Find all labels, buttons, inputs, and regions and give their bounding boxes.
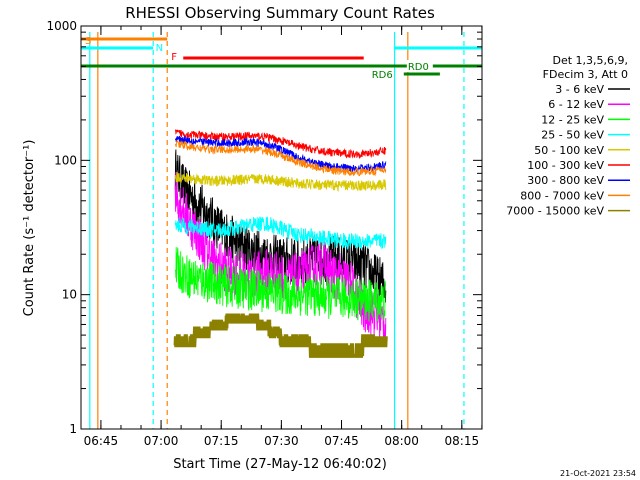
y-tick-label: 10 [62, 288, 77, 302]
series-line-4 [174, 172, 387, 192]
x-tick-label: 08:00 [384, 434, 419, 448]
series-layer [173, 128, 388, 358]
flag-label-s: S [85, 36, 91, 47]
series-line-6 [174, 135, 387, 174]
legend-label: 6 - 12 keV [548, 98, 604, 111]
series-line-5 [174, 128, 387, 160]
x-tick-label: 06:45 [84, 434, 119, 448]
flag-label-rd0: RD0 [408, 62, 429, 73]
legend-label: 50 - 100 keV [534, 144, 604, 157]
legend-header-0: Det 1,3,5,6,9, [552, 54, 628, 67]
flag-label-rd6: RD6 [372, 70, 393, 81]
footer-timestamp: 21-Oct-2021 23:54 [560, 469, 636, 478]
y-tick-label: 100 [54, 153, 77, 167]
legend-label: 800 - 7000 keV [520, 189, 604, 202]
y-axis-label: Count Rate (s⁻¹ detector⁻¹) [22, 140, 37, 317]
x-tick-label: 07:45 [324, 434, 359, 448]
legend-label: 7000 - 15000 keV [506, 205, 604, 218]
y-tick-label: 1 [69, 422, 77, 436]
series-line-8 [173, 313, 388, 358]
x-axis-label: Start Time (27-May-12 06:40:02) [173, 457, 387, 472]
legend-label: 25 - 50 keV [541, 129, 604, 142]
legend-label: 12 - 25 keV [541, 113, 604, 126]
flag-layer: S NF RD0 RD6 [81, 32, 482, 429]
legend-label: 3 - 6 keV [555, 83, 604, 96]
legend-header-1: FDecim 3, Att 0 [543, 68, 628, 81]
series-line-7 [174, 140, 387, 177]
x-tick-label: 07:15 [204, 434, 239, 448]
x-tick-label: 07:00 [144, 434, 179, 448]
legend-label: 100 - 300 keV [527, 159, 604, 172]
series-line-2 [174, 247, 387, 322]
axis-layer: 1 10 100 1000 06:45 07:00 07:15 07:30 07:45 08:00… [46, 19, 483, 448]
chart-title: RHESSI Observing Summary Count Rates [125, 4, 435, 22]
legend: Det 1,3,5,6,9,FDecim 3, Att 0 3 - 6 keV 6 … [506, 54, 630, 218]
y-tick-label: 1000 [46, 19, 77, 33]
x-tick-label: 08:15 [445, 434, 480, 448]
flag-label-n: N [156, 43, 163, 54]
flag-label-f: F [171, 52, 177, 63]
legend-label: 300 - 800 keV [527, 174, 604, 187]
x-tick-label: 07:30 [264, 434, 299, 448]
series-line-3 [174, 216, 387, 250]
